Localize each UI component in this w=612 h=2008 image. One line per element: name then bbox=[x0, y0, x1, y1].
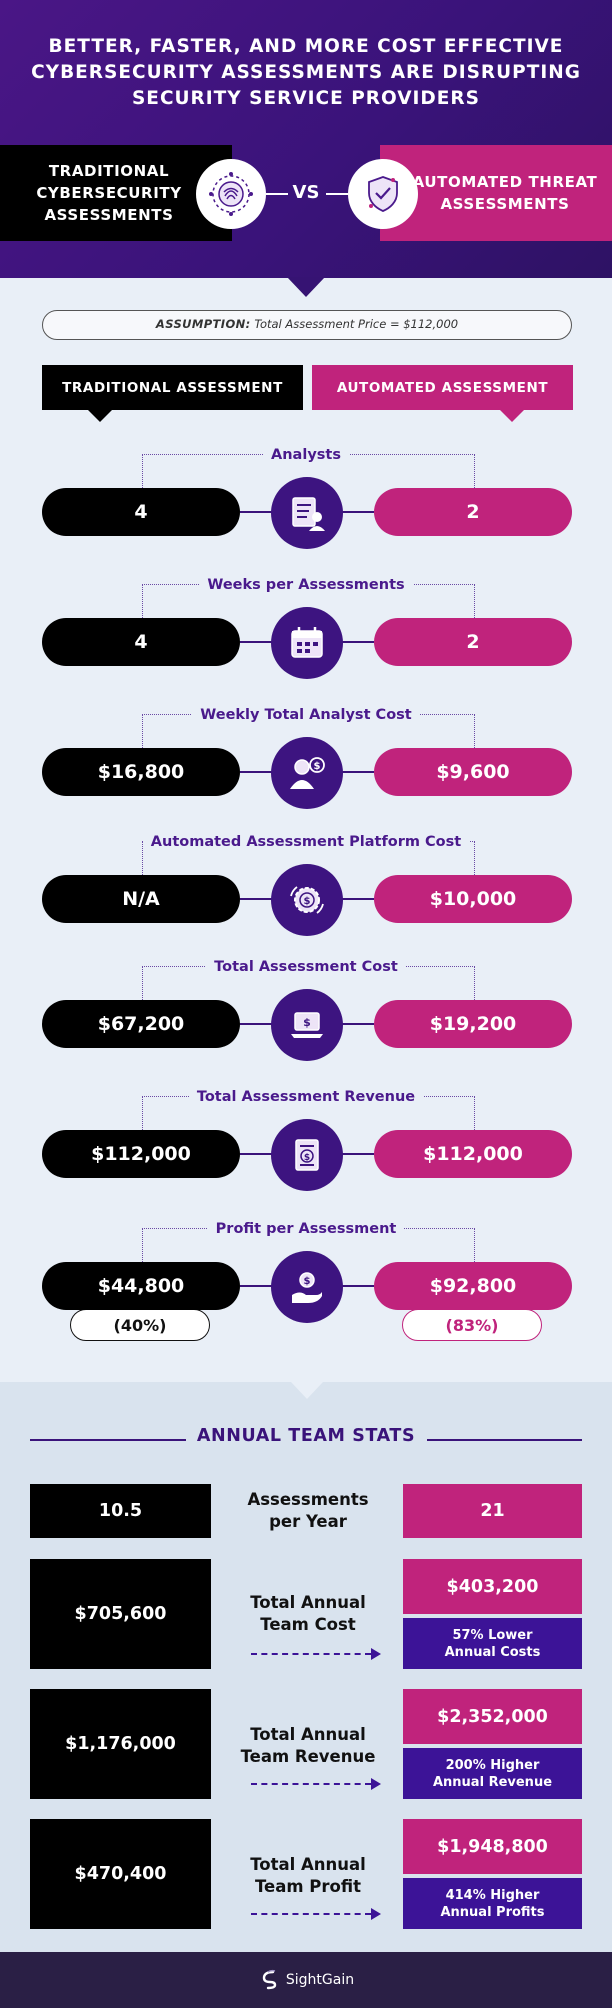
traditional-value: N/A bbox=[42, 875, 240, 923]
traditional-assessments-per-year: 10.5 bbox=[30, 1484, 211, 1538]
metric-row-analysts: Analysts 4 2 bbox=[0, 447, 612, 574]
automated-column-header: AUTOMATED ASSESSMENT bbox=[312, 365, 573, 410]
revenue-comparison-note: 200% Higher Annual Revenue bbox=[403, 1748, 582, 1799]
traditional-annual-cost: $705,600 bbox=[30, 1559, 211, 1669]
metric-label: Analysts bbox=[263, 447, 349, 463]
metric-label: Weekly Total Analyst Cost bbox=[192, 707, 420, 723]
footer: SightGain bbox=[0, 1952, 612, 2008]
gear-dollar-icon: $ bbox=[271, 864, 343, 936]
metric-row-weeks: Weeks per Assessments 4 2 bbox=[0, 577, 612, 704]
assumption-text: Total Assessment Price = $112,000 bbox=[254, 317, 459, 331]
traditional-header-notch bbox=[87, 409, 113, 422]
title-rule-right bbox=[427, 1439, 582, 1441]
automated-annual-revenue: $2,352,000 bbox=[403, 1689, 582, 1744]
calendar-icon bbox=[271, 607, 343, 679]
traditional-annual-revenue: $1,176,000 bbox=[30, 1689, 211, 1799]
sightgain-logo-icon bbox=[262, 1969, 277, 1990]
metric-row-profit: Profit per Assessment (40%) (83%) $44,80… bbox=[0, 1221, 612, 1348]
automated-annual-profit: $1,948,800 bbox=[403, 1819, 582, 1874]
traditional-value: $112,000 bbox=[42, 1130, 240, 1178]
svg-text:$: $ bbox=[304, 896, 311, 907]
metric-row-weekly-analyst-cost: Weekly Total Analyst Cost $16,800 $9,600… bbox=[0, 707, 612, 834]
automated-value: 2 bbox=[374, 488, 572, 536]
automated-profit-percent: (83%) bbox=[402, 1309, 542, 1341]
automated-value: $19,200 bbox=[374, 1000, 572, 1048]
automated-value: 2 bbox=[374, 618, 572, 666]
dashed-arrow bbox=[251, 1908, 381, 1920]
metric-label: Total Assessment Cost bbox=[206, 959, 406, 975]
automated-assessments-per-year: 21 bbox=[403, 1484, 582, 1538]
metric-row-total-revenue: Total Assessment Revenue $112,000 $112,0… bbox=[0, 1089, 612, 1216]
traditional-value: $67,200 bbox=[42, 1000, 240, 1048]
traditional-value: $44,800 bbox=[42, 1262, 240, 1310]
annual-profit-label: Total Annual Team Profit bbox=[250, 1855, 366, 1896]
automated-hero-label: AUTOMATED THREAT ASSESSMENTS bbox=[380, 145, 612, 241]
title-rule-left bbox=[30, 1439, 186, 1441]
dashed-arrow bbox=[251, 1778, 381, 1790]
automated-value: $92,800 bbox=[374, 1262, 572, 1310]
analyst-checklist-icon bbox=[271, 477, 343, 549]
svg-text:$: $ bbox=[314, 761, 321, 772]
cost-comparison-note: 57% Lower Annual Costs bbox=[403, 1618, 582, 1669]
vs-connector-left bbox=[266, 193, 288, 195]
annual-cost-label: Total Annual Team Cost bbox=[250, 1593, 366, 1634]
metric-label: Automated Assessment Platform Cost bbox=[142, 834, 470, 850]
svg-text:$: $ bbox=[304, 1153, 310, 1163]
header-notch bbox=[287, 277, 325, 297]
metric-label: Weeks per Assessments bbox=[199, 577, 413, 593]
brand-name: SightGain bbox=[285, 1972, 355, 1988]
assessments-per-year-label: Assessments per Year bbox=[247, 1490, 369, 1531]
automated-value: $112,000 bbox=[374, 1130, 572, 1178]
shield-check-icon bbox=[348, 159, 418, 229]
automated-value: $10,000 bbox=[374, 875, 572, 923]
traditional-value: 4 bbox=[42, 618, 240, 666]
page-title: BETTER, FASTER, AND MORE COST EFFECTIVE … bbox=[31, 36, 581, 109]
analyst-dollar-icon: $ bbox=[271, 737, 343, 809]
annual-revenue-label: Total Annual Team Revenue bbox=[240, 1725, 376, 1766]
vs-connector-right bbox=[326, 193, 348, 195]
invoice-icon: $ bbox=[271, 1119, 343, 1191]
vs-label: VS bbox=[292, 182, 320, 203]
traditional-value: 4 bbox=[42, 488, 240, 536]
traditional-hero-label: TRADITIONAL CYBERSECURITY ASSESSMENTS bbox=[0, 145, 232, 241]
hand-coin-icon: $ bbox=[271, 1251, 343, 1323]
metric-row-platform-cost: Automated Assessment Platform Cost N/A $… bbox=[0, 834, 612, 961]
fingerprint-icon bbox=[196, 159, 266, 229]
traditional-value: $16,800 bbox=[42, 748, 240, 796]
automated-annual-cost: $403,200 bbox=[403, 1559, 582, 1614]
traditional-column-header: TRADITIONAL ASSESSMENT bbox=[42, 365, 303, 410]
svg-text:$: $ bbox=[304, 1276, 311, 1287]
metric-row-total-cost: Total Assessment Cost $67,200 $19,200 $ bbox=[0, 959, 612, 1086]
annual-title: ANNUAL TEAM STATS bbox=[196, 1426, 416, 1446]
svg-text:$: $ bbox=[303, 1016, 311, 1029]
assumption-banner: ASSUMPTION: Total Assessment Price = $11… bbox=[42, 310, 572, 340]
assumption-label: ASSUMPTION: bbox=[155, 317, 251, 331]
metric-label: Total Assessment Revenue bbox=[188, 1089, 424, 1105]
traditional-annual-profit: $470,400 bbox=[30, 1819, 211, 1929]
metric-label: Profit per Assessment bbox=[207, 1221, 405, 1237]
dashed-arrow bbox=[251, 1648, 381, 1660]
automated-value: $9,600 bbox=[374, 748, 572, 796]
traditional-profit-percent: (40%) bbox=[70, 1309, 210, 1341]
annual-notch bbox=[291, 1382, 323, 1399]
brand-logo[interactable]: SightGain bbox=[258, 1969, 354, 1991]
laptop-dollar-icon: $ bbox=[271, 989, 343, 1061]
profit-comparison-note: 414% Higher Annual Profits bbox=[403, 1878, 582, 1929]
automated-header-notch bbox=[499, 409, 525, 422]
